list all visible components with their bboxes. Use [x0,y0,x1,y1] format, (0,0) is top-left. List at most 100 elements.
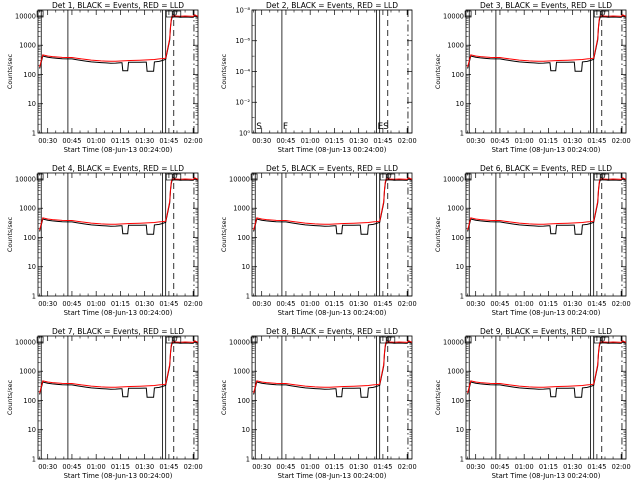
y-tick-label: 10 [242,263,250,271]
y-tick-label: 1000 [19,368,36,376]
events-series-line [253,341,412,398]
top-square-marker [602,173,610,181]
x-tick-label: 00:30 [38,137,57,145]
top-square-marker [174,336,182,344]
x-tick-label: 01:00 [87,300,106,308]
top-circle-marker [172,173,178,179]
top-square-marker [388,173,396,181]
x-tick-label: 01:45 [587,137,606,145]
y-tick-label: 1000 [233,368,250,376]
panel-det-7: Det 7, BLACK = Events, RED = LLD 00:30 00:… [6,327,203,480]
lld-series-line [253,177,412,231]
x-tick-label: 02:00 [612,300,631,308]
events-series-line [39,15,198,72]
events-series-line [39,178,198,235]
y-tick-label: 1 [32,455,36,463]
events-series-line [467,341,626,398]
y-tick-label: 1000 [19,205,36,213]
plot-frame [37,9,199,134]
x-tick-label: 01:45 [159,300,178,308]
top-square-marker [36,10,44,18]
y-tick-label: 10⁻⁶ [235,37,250,45]
x-tick-label: 01:30 [349,463,368,471]
x-tick-label: 00:30 [252,300,271,308]
x-tick-label: 00:45 [490,137,509,145]
top-square-marker [250,173,258,181]
x-tick-label: 01:45 [159,463,178,471]
events-series-line [467,15,626,72]
y-tick-label: 10 [242,426,250,434]
y-tick-label: 10000 [15,12,36,20]
y-tick-label: 10⁻⁸ [235,6,250,14]
x-axis-label: Start Time (08-Jun-13 00:24:00) [278,146,387,154]
y-tick-label: 100 [451,397,464,405]
time-marker-label: ES [377,122,389,132]
x-tick-label: 02:00 [612,137,631,145]
x-tick-label: 01:00 [301,137,320,145]
y-axis-label: Counts/sec [6,216,14,252]
x-tick-label: 01:15 [539,300,558,308]
x-tick-label: 01:30 [563,463,582,471]
y-tick-label: 10 [456,100,464,108]
x-tick-label: 01:30 [135,463,154,471]
top-square-marker [464,10,472,18]
x-tick-label: 02:00 [398,463,417,471]
x-tick-label: 00:45 [62,137,81,145]
y-tick-label: 10 [456,426,464,434]
y-tick-label: 10 [456,263,464,271]
x-tick-label: 01:00 [87,137,106,145]
plot-frame [37,172,199,297]
y-axis-label: Counts/sec [6,379,14,415]
panel-title: Det 6, BLACK = Events, RED = LLD [480,164,612,173]
events-series-line [39,341,198,398]
x-tick-label: 01:45 [159,137,178,145]
x-tick-label: 01:45 [373,463,392,471]
y-tick-label: 100 [451,71,464,79]
lld-series-line [467,14,626,68]
x-tick-label: 01:30 [135,300,154,308]
panel-det-9: Det 9, BLACK = Events, RED = LLD 00:30 00:… [434,327,631,480]
y-tick-label: 1 [460,455,464,463]
y-tick-label: 100 [23,71,36,79]
x-tick-label: 01:30 [563,300,582,308]
x-tick-label: 01:15 [325,300,344,308]
y-axis-label: Counts/sec [220,379,228,415]
y-tick-label: 10⁻² [235,99,250,107]
y-tick-label: 1000 [19,42,36,50]
x-tick-label: 01:30 [349,137,368,145]
y-tick-label: 1 [32,292,36,300]
x-tick-label: 01:15 [539,463,558,471]
y-tick-label: 10 [28,100,36,108]
top-circle-marker [172,10,178,16]
panel-title: Det 8, BLACK = Events, RED = LLD [266,327,398,336]
panel-title: Det 2, BLACK = Events, RED = LLD [266,1,398,10]
y-tick-label: 10000 [229,175,250,183]
time-marker-label: F [283,122,288,132]
x-tick-label: 01:00 [301,463,320,471]
x-tick-label: 02:00 [184,137,203,145]
y-axis-label: Counts/sec [220,53,228,89]
plot-frame [251,172,413,297]
x-tick-label: 02:00 [184,300,203,308]
x-tick-label: 02:00 [612,463,631,471]
panel-title: Det 1, BLACK = Events, RED = LLD [52,1,184,10]
y-tick-label: 1 [246,455,250,463]
y-tick-label: 1000 [447,42,464,50]
y-tick-label: 1000 [233,205,250,213]
y-tick-label: 10 [28,263,36,271]
y-tick-label: 10000 [443,12,464,20]
y-axis-label: Counts/sec [6,53,14,89]
y-axis-label: Counts/sec [220,216,228,252]
x-tick-label: 02:00 [398,300,417,308]
y-tick-label: 10⁰ [239,129,250,137]
x-tick-label: 01:15 [325,137,344,145]
x-tick-label: 00:45 [62,463,81,471]
y-tick-label: 1 [32,129,36,137]
x-tick-label: 01:15 [539,137,558,145]
plot-frame [465,9,627,134]
top-square-marker [174,173,182,181]
panel-title: Det 9, BLACK = Events, RED = LLD [480,327,612,336]
x-tick-label: 00:30 [466,463,485,471]
top-square-marker [250,336,258,344]
